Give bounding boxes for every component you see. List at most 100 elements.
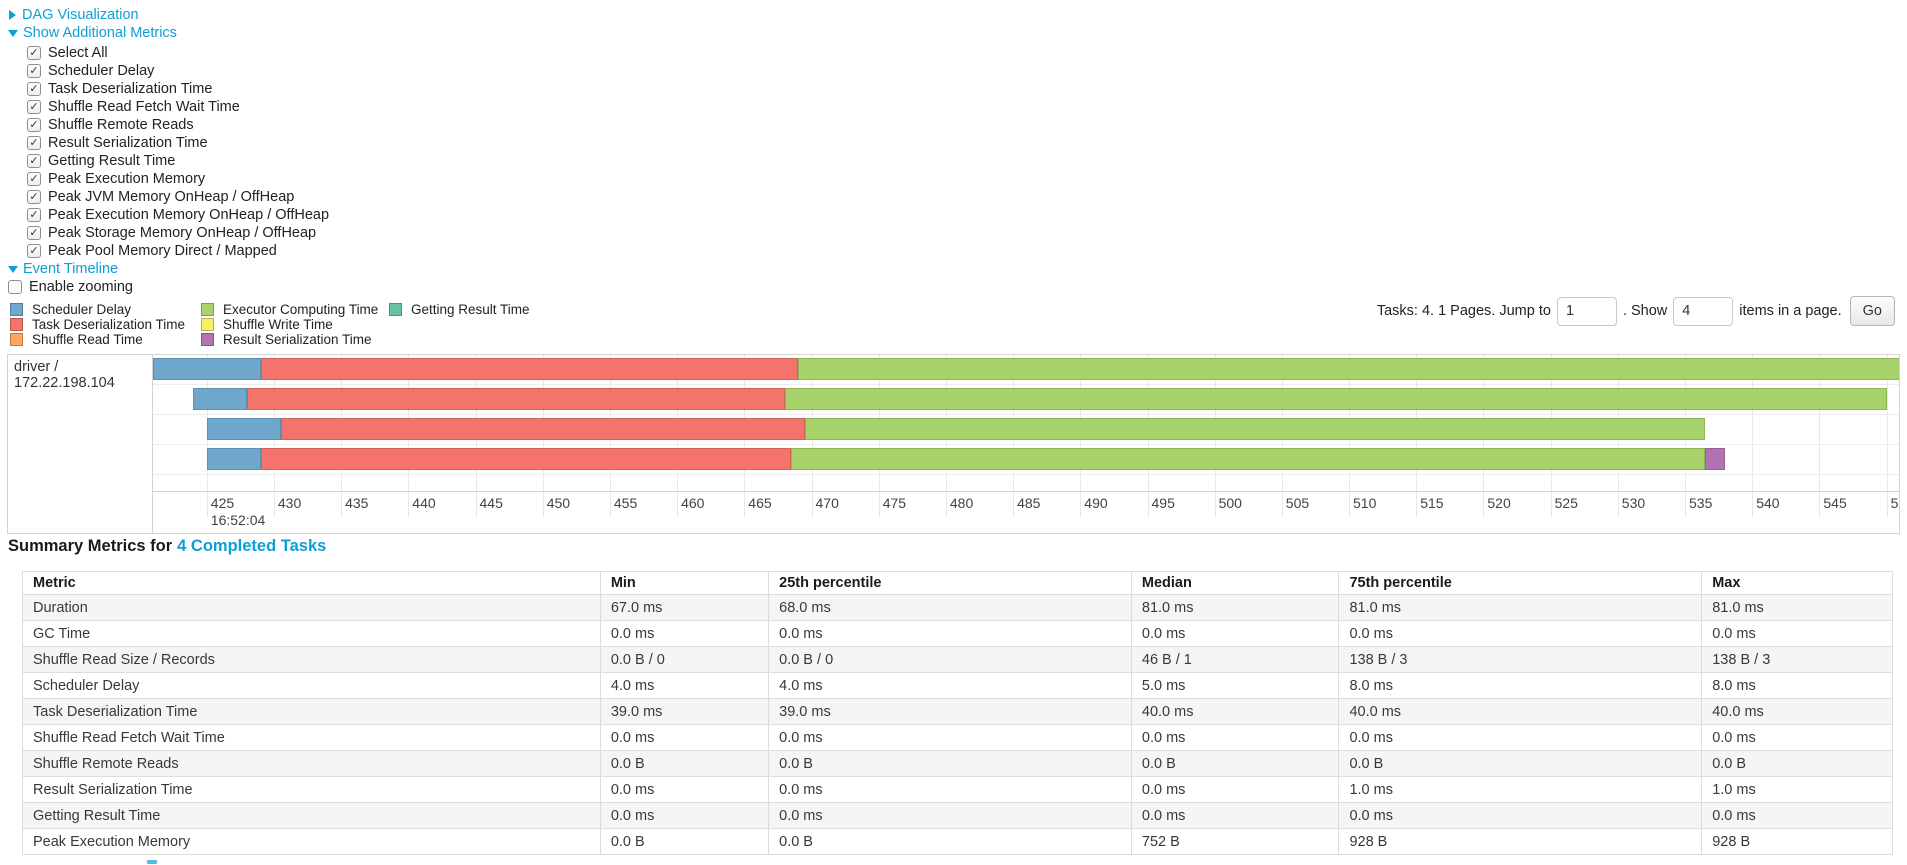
metric-value-cell: 0.0 B [768,828,1132,855]
metric-checkbox[interactable]: ✓ [27,244,41,258]
table-column-header: 75th percentile [1338,571,1703,595]
metric-value-cell: 0.0 ms [1701,802,1893,829]
show-additional-metrics-toggle[interactable]: Show Additional Metrics [8,24,329,42]
table-row: Shuffle Read Fetch Wait Time 0.0 ms 0.0 ms… [22,724,1893,751]
completed-tasks-link[interactable]: 4 Completed Tasks [177,537,327,555]
gridline [1886,355,1888,517]
metric-checkbox-label: Result Serialization Time [48,135,208,151]
metric-checkbox-label: Peak Pool Memory Direct / Mapped [48,243,277,259]
metric-value-cell: 8.0 ms [1338,672,1703,699]
metric-checkbox-row: ✓ Peak Execution Memory OnHeap / OffHeap [8,206,329,224]
axis-tick-label: 485 [1017,495,1041,511]
timeline-bar-scheduler_delay[interactable] [206,448,261,470]
metric-checkbox-label: Scheduler Delay [48,63,155,79]
chevron-right-icon [9,10,16,20]
event-timeline-toggle[interactable]: Event Timeline [8,260,329,278]
lane-separator [153,444,1899,445]
metric-value-cell: 68.0 ms [768,594,1132,621]
legend-column: Getting Result Time [389,302,530,347]
metric-checkbox[interactable]: ✓ [27,82,41,96]
table-column-header: Max [1701,571,1893,595]
task-pagination: Tasks: 4. 1 Pages. Jump to . Show items … [1377,294,1895,328]
legend-swatch [389,303,402,316]
legend-label: Getting Result Time [411,302,530,317]
metric-value-cell: 0.0 ms [1701,724,1893,751]
timeline-bar-executor_computing[interactable] [798,358,1899,380]
pagination-mid: . Show [1622,303,1668,319]
legend-item: Result Serialization Time [201,332,389,347]
timeline-bar-scheduler_delay[interactable] [153,358,261,380]
axis-tick-label: 440 [412,495,436,511]
go-button[interactable]: Go [1849,296,1895,326]
dag-visualization-toggle[interactable]: DAG Visualization [8,6,329,24]
axis-tick-label: 425 [210,495,235,511]
metric-checkbox[interactable]: ✓ [27,208,41,222]
metric-checkbox-label: Task Deserialization Time [48,81,213,97]
legend-item: Task Deserialization Time [10,317,201,332]
metric-checkbox-label: Shuffle Remote Reads [48,117,194,133]
metric-checkbox[interactable]: ✓ [27,118,41,132]
axis-tick-label: 495 [1151,495,1175,511]
legend-column: Scheduler Delay Task Deserialization Time… [10,302,201,347]
stage-controls: DAG Visualization Show Additional Metric… [8,6,329,296]
metric-value-cell: 928 B [1701,828,1893,855]
timeline-bar-executor_computing[interactable] [791,448,1706,470]
legend-label: Scheduler Delay [32,302,132,317]
metric-checkbox[interactable]: ✓ [27,172,41,186]
metric-checkbox[interactable]: ✓ [27,136,41,150]
metric-checkbox-label: Peak Execution Memory [48,171,206,187]
metric-value-cell: 81.0 ms [1130,594,1340,621]
legend-label: Shuffle Write Time [223,317,333,332]
axis-tick-label: 505 [1285,495,1310,511]
metric-value-cell: 0.0 B [599,750,770,777]
metric-value-cell: 0.0 ms [1338,724,1703,751]
metric-checkbox-row: ✓ Select All [8,44,329,62]
timeline-bar-task_deserialization[interactable] [280,418,805,440]
metric-name-cell: GC Time [22,620,601,647]
timeline-bar-result_serialization[interactable] [1705,448,1726,470]
lane-separator [153,384,1899,385]
timeline-bar-task_deserialization[interactable] [260,358,798,380]
metric-checkbox-label: Peak JVM Memory OnHeap / OffHeap [48,189,295,205]
metric-value-cell: 8.0 ms [1701,672,1893,699]
table-row: Peak Execution Memory 0.0 B 0.0 B 752 B 928 … [22,828,1893,855]
metric-value-cell: 0.0 ms [599,776,770,803]
metric-checkbox[interactable]: ✓ [27,46,41,60]
metric-checkbox-label: Peak Execution Memory OnHeap / OffHeap [48,207,330,223]
metric-checkbox[interactable]: ✓ [27,100,41,114]
items-per-page-input[interactable] [1673,296,1734,326]
table-row: GC Time 0.0 ms 0.0 ms 0.0 ms 0.0 ms 0.0 ms [22,620,1893,647]
legend-item: Executor Computing Time [201,302,389,317]
metric-value-cell: 0.0 ms [1338,620,1703,647]
chevron-down-icon [8,266,18,273]
metric-checkbox[interactable]: ✓ [27,154,41,168]
timeline-bar-task_deserialization[interactable] [260,448,792,470]
metric-value-cell: 0.0 ms [768,776,1132,803]
timeline-bar-executor_computing[interactable] [784,388,1887,410]
timeline-bar-executor_computing[interactable] [804,418,1706,440]
metric-value-cell: 0.0 ms [768,724,1132,751]
metric-value-cell: 0.0 ms [599,620,770,647]
timeline-bar-scheduler_delay[interactable] [206,418,281,440]
metric-checkbox[interactable]: ✓ [27,190,41,204]
axis-tick-label: 550 [1890,495,1899,511]
enable-zooming-checkbox[interactable] [8,280,22,294]
gridline [1819,355,1821,517]
metric-value-cell: 0.0 ms [1701,620,1893,647]
metric-checkbox-label: Peak Storage Memory OnHeap / OffHeap [48,225,317,241]
legend-swatch [201,333,214,346]
timeline-plot-area[interactable]: 425 16:52:04 430 435 440 445 450 455 460 465 470 47… [153,355,1899,533]
metric-checkbox[interactable]: ✓ [27,226,41,240]
table-column-header: Median [1130,571,1340,595]
chevron-down-icon [8,30,18,37]
timeline-bar-task_deserialization[interactable] [247,388,785,410]
axis-major-label: 16:52:04 [210,512,266,528]
metric-checkbox[interactable]: ✓ [27,64,41,78]
axis-tick-label: 450 [546,495,571,511]
metric-value-cell: 39.0 ms [599,698,770,725]
show-additional-metrics-label: Show Additional Metrics [23,25,177,41]
timeline-bar-scheduler_delay[interactable] [193,388,248,410]
metric-checkbox-label: Getting Result Time [48,153,176,169]
jump-to-page-input[interactable] [1556,296,1617,326]
axis-tick-label: 445 [479,495,503,511]
